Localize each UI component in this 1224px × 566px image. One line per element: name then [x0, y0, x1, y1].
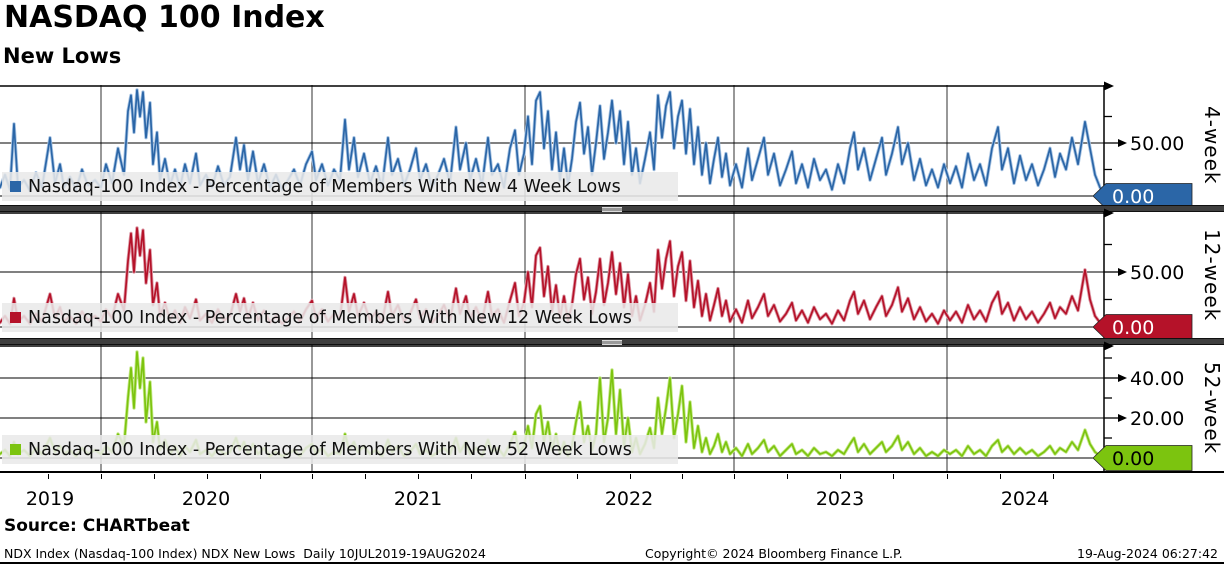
x-axis-tick	[1000, 474, 1001, 479]
x-axis-tick	[577, 474, 578, 479]
x-axis-tick	[154, 474, 155, 479]
last-value-label: 0.00	[1112, 186, 1154, 208]
source-line: Source: CHARTbeat	[4, 516, 190, 536]
x-axis-tick	[207, 474, 208, 479]
x-axis-tick	[260, 474, 261, 479]
page-subtitle: New Lows	[3, 44, 122, 68]
y-tick-arrow-icon	[1118, 414, 1127, 422]
x-axis-tick	[893, 474, 894, 479]
x-axis-tick	[365, 474, 366, 479]
legend-label-12-week: Nasdaq-100 Index - Percentage of Members…	[28, 307, 632, 328]
x-axis-tick	[101, 474, 102, 479]
legend-52-week: Nasdaq-100 Index - Percentage of Members…	[2, 435, 678, 464]
x-axis-tick	[630, 474, 631, 479]
y-tick-label: 50.00	[1130, 262, 1184, 284]
x-axis-year-label: 2020	[181, 488, 231, 510]
panel-side-label-12-week: 12-week	[1200, 228, 1224, 322]
divider-grip-icon[interactable]	[602, 207, 622, 212]
axis-top-arrow-icon	[1104, 208, 1114, 218]
x-axis-tick	[525, 474, 526, 479]
y-tick-label: 20.00	[1130, 408, 1184, 430]
x-axis-year-label: 2019	[25, 488, 75, 510]
legend-12-week: Nasdaq-100 Index - Percentage of Members…	[2, 303, 678, 332]
y-tick-label: 40.00	[1130, 368, 1184, 390]
y-tick-arrow-icon	[1118, 374, 1127, 382]
x-axis-tick	[787, 474, 788, 479]
footer-copyright: Copyright© 2024 Bloomberg Finance L.P.	[645, 546, 903, 561]
axis-top-arrow-icon	[1104, 81, 1114, 91]
legend-label-52-week: Nasdaq-100 Index - Percentage of Members…	[28, 439, 632, 460]
bottom-border	[0, 562, 1224, 564]
panel-4-week: 50.00 0.00 Nasdaq-100 Index - Percentage …	[0, 81, 1224, 209]
axis-top-arrow-icon	[1104, 341, 1114, 351]
legend-label-4-week: Nasdaq-100 Index - Percentage of Members…	[28, 176, 621, 197]
x-axis-year-label: 2024	[1000, 488, 1050, 510]
panel-divider-2[interactable]	[0, 338, 1224, 345]
last-value-label: 0.00	[1112, 317, 1154, 339]
panel-side-label-52-week: 52-week	[1200, 361, 1224, 455]
x-axis-tick	[471, 474, 472, 479]
page-title: NASDAQ 100 Index	[4, 0, 325, 35]
last-value-badge	[1092, 445, 1193, 471]
x-axis-line	[0, 471, 1224, 473]
last-value-badge	[1092, 314, 1193, 340]
x-axis-year-label: 2021	[393, 488, 443, 510]
panel-side-label-4-week: 4-week	[1200, 105, 1224, 185]
y-tick-arrow-icon	[1118, 139, 1127, 147]
panel-divider-1[interactable]	[0, 205, 1224, 212]
x-axis-year-label: 2023	[815, 488, 865, 510]
legend-swatch-12-week	[10, 312, 21, 323]
divider-grip-icon[interactable]	[602, 340, 622, 345]
legend-4-week: Nasdaq-100 Index - Percentage of Members…	[2, 172, 678, 201]
y-tick-label: 50.00	[1130, 133, 1184, 155]
panel-12-week: 50.00 0.00 Nasdaq-100 Index - Percentage …	[0, 208, 1224, 340]
x-axis-tick	[840, 474, 841, 479]
x-axis-tick	[1053, 474, 1054, 479]
x-axis-tick	[734, 474, 735, 479]
x-axis-tick	[48, 474, 49, 479]
x-axis-tick	[947, 474, 948, 479]
last-value-label: 0.00	[1112, 448, 1154, 470]
legend-swatch-52-week	[10, 444, 21, 455]
x-axis-tick	[418, 474, 419, 479]
y-tick-arrow-icon	[1118, 268, 1127, 276]
footer-security-info: NDX Index (Nasdaq-100 Index) NDX New Low…	[4, 546, 486, 561]
legend-swatch-4-week	[10, 181, 21, 192]
x-axis-year-label: 2022	[604, 488, 654, 510]
x-axis-tick	[312, 474, 313, 479]
x-axis-tick	[682, 474, 683, 479]
panel-52-week: 40.00 20.00 0.00 Nasdaq-100 Index - Percen…	[0, 341, 1224, 471]
footer-timestamp: 19-Aug-2024 06:27:42	[1077, 546, 1218, 561]
